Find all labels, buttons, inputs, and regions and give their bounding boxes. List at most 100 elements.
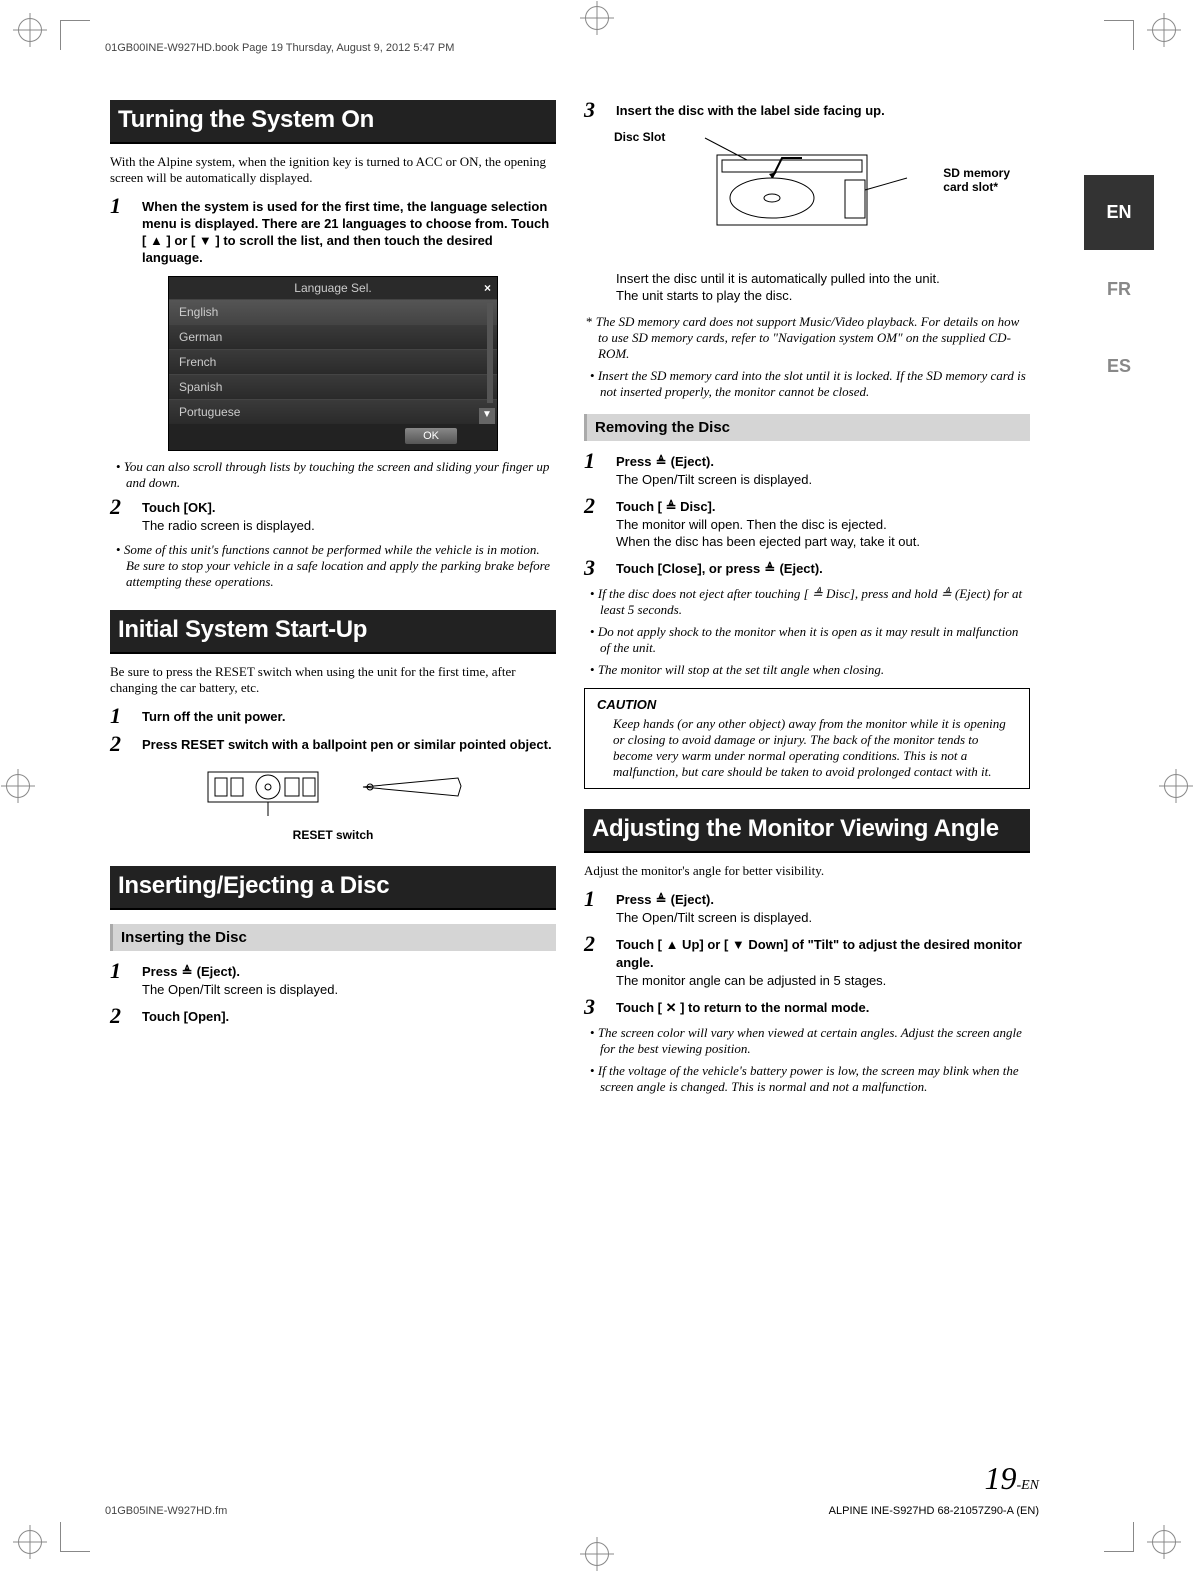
section-title: Inserting/Ejecting a Disc [110,866,556,910]
right-column: 3 Insert the disc with the label side fa… [584,100,1030,1101]
step: 1 Press ≜ (Eject). The Open/Tilt screen … [584,451,1030,488]
step-text: (Eject). [776,561,823,576]
close-icon[interactable]: × [484,281,491,295]
reset-diagram: RESET switch [110,764,556,842]
dialog-title-text: Language Sel. [294,281,371,295]
eject-icon: ≜ [655,453,667,470]
step-text: (Eject). [193,964,240,979]
reg-mark [18,18,42,42]
step-number: 3 [584,100,606,120]
page-number: 19-EN [984,1460,1039,1497]
reset-label: RESET switch [110,828,556,842]
reg-mark [585,1542,609,1566]
step-number: 1 [110,706,132,726]
step: 2 Touch [OK]. The radio screen is displa… [110,497,556,534]
step-number: 2 [110,734,132,754]
step-text: or [704,937,724,952]
step-result: The monitor angle can be adjusted in 5 s… [616,972,1030,989]
step-result: The Open/Tilt screen is displayed. [616,909,1030,926]
asterisk-note: The SD memory card does not support Musi… [596,314,1020,361]
step-number: 2 [110,1006,132,1026]
step-result: The monitor will open. Then the disc is … [616,516,1030,533]
reg-mark [18,1530,42,1554]
step-number: 1 [584,889,606,926]
step-text: Turn off the unit power. [142,706,556,726]
note-text: The screen color will vary when viewed a… [600,1025,1030,1057]
step-number: 3 [584,558,606,578]
note-text: If the voltage of the vehicle's battery … [600,1063,1030,1095]
step: 1 Press ≜ (Eject). The Open/Tilt screen … [584,889,1030,926]
caution-box: CAUTION Keep hands (or any other object)… [584,688,1030,789]
crop-mark [1104,1522,1134,1552]
eject-icon: ≜ [181,963,193,980]
step-number: 2 [584,934,606,989]
lang-tab-fr[interactable]: FR [1084,252,1154,327]
step-result: The Open/Tilt screen is displayed. [616,471,1030,488]
section-title: Turning the System On [110,100,556,144]
note-text: Do not apply shock to the monitor when i… [600,624,1030,656]
step: 2 Touch [ ▲ Up] or [ ▼ Down] of "Tilt" t… [584,934,1030,989]
intro-text: Adjust the monitor's angle for better vi… [584,863,1030,879]
scrollbar[interactable] [487,303,493,403]
step-result: When the disc has been ejected part way,… [616,533,1030,550]
scroll-down-button[interactable]: ▼ [479,408,495,424]
disc-diagram: Disc Slot SD memory card slot* [584,130,1030,260]
page-number-value: 19 [984,1460,1016,1496]
note-text: If the disc does not eject after touchin… [600,586,1030,618]
down-key: [ ▼ Down] [724,937,788,952]
ok-button[interactable]: OK [405,428,457,444]
step-text: (Eject). [667,892,714,907]
step-text: Touch [616,1000,658,1015]
note-text: You can also scroll through lists by tou… [126,459,556,491]
reg-mark [1152,1530,1176,1554]
step-text: Press [142,964,181,979]
step-result: The Open/Tilt screen is displayed. [142,981,556,998]
step-text: When the system is used for the first ti… [142,196,556,266]
up-key: [ ▲ Up] [658,937,704,952]
intro-text: Be sure to press the RESET switch when u… [110,664,556,696]
step: 1 When the system is used for the first … [110,196,556,266]
step-text: . [212,500,216,515]
note-text: Insert the SD memory card into the slot … [600,368,1030,400]
page-header: 01GB00INE-W927HD.book Page 19 Thursday, … [105,42,454,54]
step: 1 Press ≜ (Eject). The Open/Tilt screen … [110,961,556,998]
step-text: Press [616,892,655,907]
dialog-title: Language Sel. × [169,277,497,299]
step-text: Press RESET switch with a ballpoint pen … [142,734,556,754]
lang-tab-en[interactable]: EN [1084,175,1154,250]
step: 3 Insert the disc with the label side fa… [584,100,1030,120]
crop-mark [60,1522,90,1552]
sub-heading: Inserting the Disc [110,924,556,951]
lang-option[interactable]: Portuguese [169,399,497,424]
note-text: The monitor will stop at the set tilt an… [600,662,1030,678]
step-text: Insert the disc with the label side faci… [616,100,1030,120]
lang-option[interactable]: English [169,299,497,324]
ok-key: [OK] [184,500,212,515]
step-number: 1 [110,961,132,998]
eject-icon: ≜ [764,560,776,577]
section-title: Adjusting the Monitor Viewing Angle [584,809,1030,853]
step: 2 Touch [Open]. [110,1006,556,1026]
step-text: . [226,1009,230,1024]
lang-tab-es[interactable]: ES [1084,329,1154,404]
section-title: Initial System Start-Up [110,610,556,654]
x-key: [ ✕ ] [658,1000,685,1015]
step-text: , or press [702,561,764,576]
alpine-footer: ALPINE INE-S927HD 68-21057Z90-A (EN) [829,1505,1039,1517]
lang-option[interactable]: German [169,324,497,349]
disc-key: [ ≜ Disc] [658,499,712,514]
step: 1 Turn off the unit power. [110,706,556,726]
reg-mark [1164,774,1188,798]
step-text: Press [616,454,655,469]
lang-option[interactable]: Spanish [169,374,497,399]
left-column: Turning the System On With the Alpine sy… [110,100,556,1101]
step-text: to return to the normal mode. [684,1000,869,1015]
step-number: 2 [584,496,606,550]
lang-option[interactable]: French [169,349,497,374]
step-text: . [712,499,716,514]
reg-mark [6,774,30,798]
crop-mark [60,20,90,50]
step: 3 Touch [ ✕ ] to return to the normal mo… [584,997,1030,1017]
sub-heading: Removing the Disc [584,414,1030,441]
reg-mark [585,6,609,30]
